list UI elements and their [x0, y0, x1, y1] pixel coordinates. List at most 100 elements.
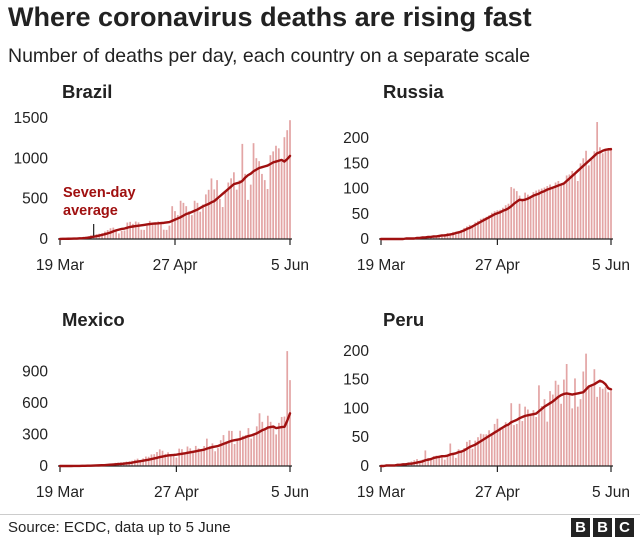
russia-bar-38 [485, 216, 488, 239]
peru-bar-45 [504, 422, 507, 466]
russia-bar-70 [574, 173, 576, 239]
peru-bar-55 [532, 410, 535, 466]
russia-bar-42 [496, 210, 499, 239]
mexico-bar-49 [194, 445, 197, 466]
brazil-x-tick-0: 19 Mar [36, 257, 84, 274]
russia-bar-63 [554, 182, 557, 239]
mexico-bar-42 [175, 457, 178, 466]
russia-bar-45 [504, 205, 507, 239]
peru-bar-52 [524, 406, 526, 466]
russia-bar-36 [479, 218, 482, 239]
russia-bar-34 [474, 222, 477, 239]
russia-bar-67 [565, 175, 568, 239]
brazil-bar-40 [171, 206, 174, 239]
russia-bar-77 [593, 151, 596, 239]
peru-bar-71 [576, 406, 579, 466]
peru-bar-36 [479, 433, 482, 466]
brazil-bar-78 [277, 148, 280, 239]
russia-bar-79 [599, 147, 601, 239]
mexico-bar-46 [186, 446, 189, 466]
peru-bar-83 [610, 391, 612, 466]
peru-bar-60 [546, 421, 549, 466]
brazil-bar-68 [249, 184, 252, 239]
brazil-bar-26 [132, 223, 134, 239]
peru-bar-77 [593, 369, 596, 466]
russia-bar-74 [585, 150, 587, 239]
brazil-bar-28 [137, 222, 140, 239]
brazil-bar-45 [185, 206, 188, 239]
russia-bar-27 [454, 232, 457, 239]
mexico-y-tick-3: 900 [22, 363, 48, 380]
brazil-annotation-line-1: Seven-day [63, 185, 136, 201]
source-note: Source: ECDC, data up to 5 June [8, 519, 231, 536]
brazil-average-line [58, 154, 292, 241]
brazil-bar-23 [123, 230, 126, 239]
peru-bar-40 [490, 434, 493, 466]
russia-bar-71 [576, 181, 579, 239]
brazil-bar-71 [258, 161, 261, 239]
peru-bar-46 [507, 424, 510, 466]
mexico-bar-52 [203, 446, 205, 466]
mexico-bar-40 [169, 455, 172, 466]
russia-bar-26 [452, 231, 454, 239]
russia-bar-52 [524, 192, 526, 239]
brazil-bar-58 [221, 207, 224, 239]
russia-bar-78 [596, 122, 599, 239]
peru-bar-70 [574, 378, 576, 466]
mexico-y-tick-2: 600 [22, 395, 48, 412]
brazil-y-tick-2: 1000 [14, 150, 49, 167]
brazil-bar-54 [210, 178, 213, 239]
peru-bar-38 [485, 434, 488, 466]
peru-bar-22 [441, 456, 443, 466]
mexico-bar-73 [261, 421, 264, 466]
brazil-bar-72 [261, 173, 263, 239]
brazil-bar-76 [272, 151, 275, 239]
russia-bar-47 [510, 187, 513, 239]
mexico-bar-61 [228, 430, 230, 466]
mexico-bar-53 [206, 438, 208, 466]
mexico-bar-72 [258, 413, 261, 466]
russia-bar-64 [557, 181, 560, 239]
russia-x-tick-1: 27 Apr [475, 257, 520, 274]
peru-average-line [379, 379, 613, 468]
brazil-bar-36 [160, 222, 162, 239]
brazil-bar-34 [154, 223, 157, 239]
peru-bar-63 [554, 380, 557, 466]
mexico-average-line [58, 412, 292, 468]
mexico-bar-76 [269, 421, 272, 466]
mexico-y-tick-1: 300 [22, 426, 48, 443]
russia-x-tick-0: 19 Mar [357, 257, 405, 274]
brazil-bar-57 [219, 198, 221, 239]
mexico-bar-83 [289, 380, 291, 466]
mexico-bar-30 [142, 458, 144, 466]
peru-bar-47 [510, 403, 513, 466]
peru-y-tick-1: 50 [352, 429, 370, 446]
brazil-bar-59 [224, 190, 227, 239]
mexico-bar-70 [253, 433, 255, 466]
brazil-bar-43 [179, 200, 182, 239]
russia-bar-56 [535, 190, 538, 239]
russia-bar-37 [482, 217, 485, 239]
mexico-bar-55 [211, 443, 214, 466]
brazil-bar-67 [247, 199, 249, 239]
peru-bar-50 [518, 403, 521, 466]
russia-x-tick-2: 5 Jun [592, 257, 630, 274]
mexico-bar-69 [250, 438, 253, 466]
peru-panel-title: Peru [383, 309, 424, 330]
brazil-bar-29 [140, 229, 143, 239]
chart-subtitle: Number of deaths per day, each country o… [8, 45, 531, 67]
mexico-bar-37 [161, 450, 164, 466]
peru-bar-76 [590, 384, 593, 466]
brazil-bar-82 [289, 120, 291, 239]
brazil-bar-41 [174, 211, 176, 239]
russia-bar-48 [513, 188, 515, 239]
russia-bar-39 [488, 215, 490, 239]
brazil-bar-33 [151, 222, 154, 239]
peru-bar-51 [521, 421, 524, 466]
russia-y-tick-4: 200 [343, 130, 369, 147]
peru-bar-34 [474, 440, 477, 466]
brazil-bar-44 [182, 202, 185, 239]
brazil-bar-38 [165, 229, 168, 239]
brazil-bar-75 [269, 155, 272, 239]
russia-bar-68 [568, 174, 571, 239]
